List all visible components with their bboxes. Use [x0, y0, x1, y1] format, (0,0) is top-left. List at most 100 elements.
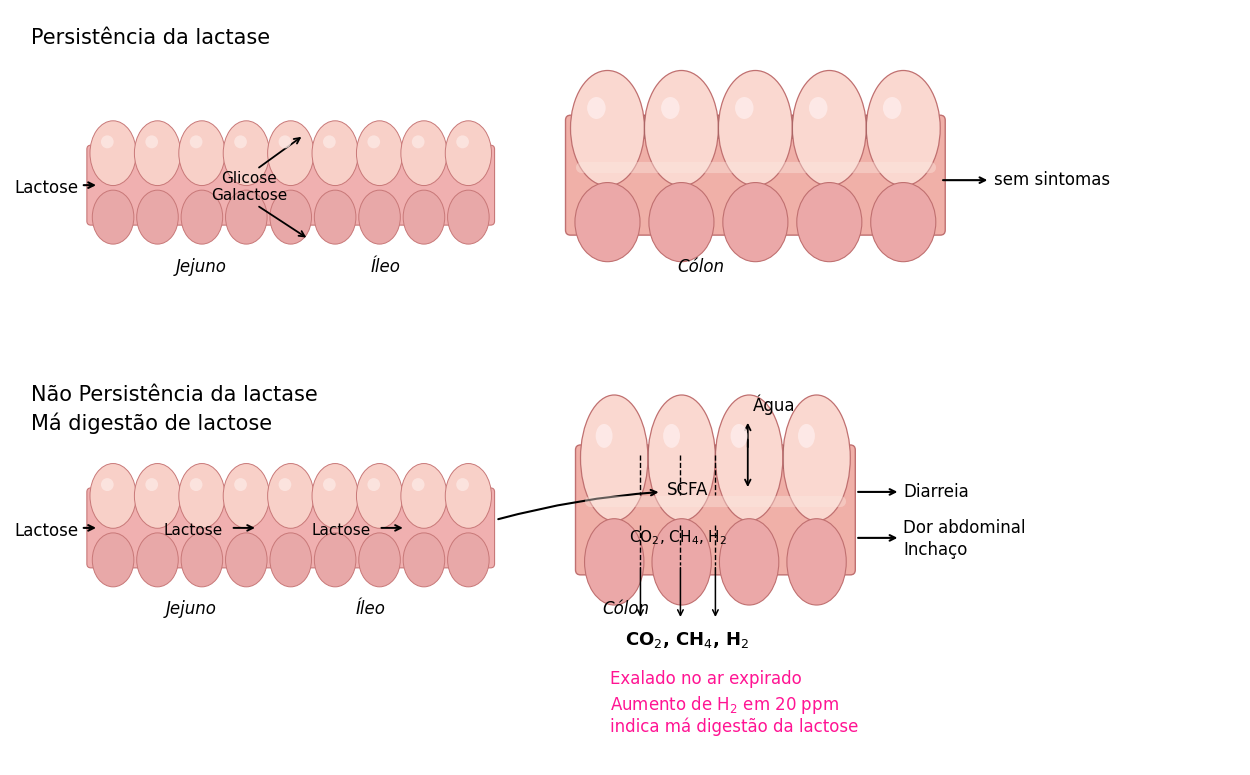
Ellipse shape	[224, 463, 270, 529]
Ellipse shape	[735, 97, 754, 119]
Text: indica má digestão da lactose: indica má digestão da lactose	[610, 718, 859, 736]
Text: SCFA: SCFA	[666, 481, 707, 499]
Ellipse shape	[136, 190, 179, 244]
Ellipse shape	[314, 190, 356, 244]
Text: Cólon: Cólon	[678, 258, 724, 276]
Ellipse shape	[224, 121, 270, 185]
FancyBboxPatch shape	[88, 488, 495, 568]
FancyBboxPatch shape	[88, 145, 495, 225]
Ellipse shape	[661, 97, 680, 119]
Ellipse shape	[411, 478, 425, 491]
Ellipse shape	[782, 395, 850, 521]
Ellipse shape	[448, 190, 489, 244]
Ellipse shape	[809, 97, 828, 119]
Ellipse shape	[268, 463, 314, 529]
Ellipse shape	[181, 533, 222, 587]
Ellipse shape	[404, 533, 445, 587]
Ellipse shape	[359, 533, 400, 587]
Ellipse shape	[322, 478, 336, 491]
Ellipse shape	[356, 121, 402, 185]
Ellipse shape	[715, 395, 782, 521]
FancyBboxPatch shape	[575, 445, 855, 575]
Text: CO$_2$, CH$_4$, H$_2$: CO$_2$, CH$_4$, H$_2$	[625, 630, 750, 649]
Ellipse shape	[234, 478, 248, 491]
Ellipse shape	[871, 183, 936, 262]
Ellipse shape	[456, 136, 469, 148]
Text: Não Persistência da lactase: Não Persistência da lactase	[31, 385, 318, 405]
Ellipse shape	[136, 533, 179, 587]
Ellipse shape	[411, 136, 425, 148]
Text: Lactose: Lactose	[15, 179, 79, 197]
Ellipse shape	[719, 71, 793, 186]
Text: Jejuno: Jejuno	[175, 258, 226, 276]
Ellipse shape	[179, 463, 225, 529]
Text: Jejuno: Jejuno	[165, 600, 216, 618]
Ellipse shape	[722, 183, 788, 262]
Ellipse shape	[145, 136, 158, 148]
Ellipse shape	[649, 183, 714, 262]
Ellipse shape	[179, 121, 225, 185]
Ellipse shape	[234, 136, 248, 148]
Ellipse shape	[181, 190, 222, 244]
Ellipse shape	[225, 533, 268, 587]
Text: Lactose: Lactose	[15, 522, 79, 540]
Ellipse shape	[788, 518, 846, 605]
Text: Água: Água	[752, 394, 795, 415]
Ellipse shape	[798, 424, 815, 448]
Text: Aumento de H$_2$ em 20 ppm: Aumento de H$_2$ em 20 ppm	[610, 694, 839, 716]
Ellipse shape	[882, 97, 901, 119]
Ellipse shape	[730, 424, 748, 448]
Ellipse shape	[404, 190, 445, 244]
Ellipse shape	[448, 533, 489, 587]
FancyBboxPatch shape	[565, 115, 945, 235]
Ellipse shape	[270, 190, 311, 244]
Ellipse shape	[279, 478, 291, 491]
Text: Glicose
Galactose: Glicose Galactose	[211, 171, 288, 203]
Ellipse shape	[792, 71, 866, 186]
Ellipse shape	[268, 121, 314, 185]
Ellipse shape	[225, 190, 268, 244]
Ellipse shape	[456, 478, 469, 491]
Text: Íleo: Íleo	[356, 600, 385, 618]
Ellipse shape	[575, 183, 640, 262]
Ellipse shape	[401, 463, 448, 529]
Ellipse shape	[312, 121, 359, 185]
Ellipse shape	[596, 424, 612, 448]
Ellipse shape	[588, 97, 606, 119]
Text: Persistência da lactase: Persistência da lactase	[31, 28, 270, 48]
Ellipse shape	[356, 463, 402, 529]
Ellipse shape	[190, 478, 202, 491]
Ellipse shape	[720, 518, 779, 605]
Ellipse shape	[190, 136, 202, 148]
Ellipse shape	[322, 136, 336, 148]
Text: Cólon: Cólon	[602, 600, 649, 618]
Ellipse shape	[270, 533, 311, 587]
Ellipse shape	[101, 478, 114, 491]
Text: Lactose: Lactose	[311, 523, 370, 539]
Text: Dor abdominal: Dor abdominal	[904, 519, 1026, 537]
Text: Diarreia: Diarreia	[904, 483, 969, 501]
Ellipse shape	[866, 71, 940, 186]
Text: Lactose: Lactose	[164, 523, 222, 539]
Text: Exalado no ar expirado: Exalado no ar expirado	[610, 670, 802, 687]
Ellipse shape	[570, 71, 645, 186]
Ellipse shape	[92, 533, 134, 587]
Ellipse shape	[368, 136, 380, 148]
Ellipse shape	[135, 463, 180, 529]
Text: CO$_2$, CH$_4$, H$_2$: CO$_2$, CH$_4$, H$_2$	[629, 529, 728, 547]
Ellipse shape	[92, 190, 134, 244]
Ellipse shape	[135, 121, 180, 185]
Text: sem sintomas: sem sintomas	[994, 171, 1110, 189]
Ellipse shape	[312, 463, 359, 529]
Ellipse shape	[580, 395, 648, 521]
Ellipse shape	[445, 121, 491, 185]
Ellipse shape	[90, 121, 136, 185]
Ellipse shape	[645, 71, 719, 186]
Ellipse shape	[368, 478, 380, 491]
Ellipse shape	[359, 190, 400, 244]
Text: Inchaço: Inchaço	[904, 541, 968, 559]
Ellipse shape	[796, 183, 861, 262]
Ellipse shape	[652, 518, 711, 605]
Ellipse shape	[145, 478, 158, 491]
Ellipse shape	[648, 395, 715, 521]
